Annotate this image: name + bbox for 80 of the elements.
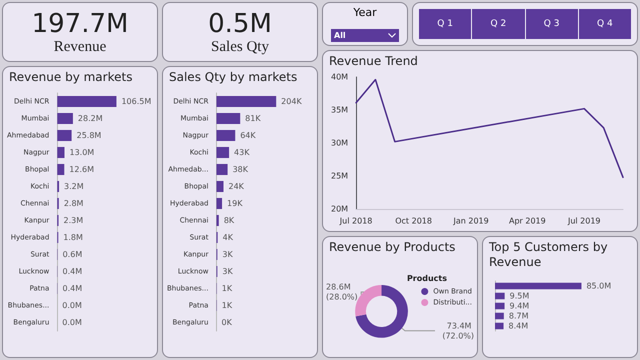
data-label: 85.0M (586, 282, 612, 290)
bar (57, 146, 64, 158)
chart-title: Sales Qty by markets (169, 70, 298, 85)
data-label: 38K (232, 165, 249, 174)
data-label: 73.4M (72.0%) (442, 321, 474, 340)
data-label: 24K (228, 182, 245, 191)
data-label: 81K (245, 114, 262, 123)
data-label: 0.0M (62, 318, 82, 327)
bar (495, 312, 504, 320)
data-label: 0.4M (62, 267, 82, 276)
bar (57, 96, 116, 108)
chart-title: Revenue by Products (329, 240, 456, 255)
data-label: 0.6M (62, 250, 82, 259)
data-label: 4K (222, 233, 234, 242)
bar (57, 112, 73, 124)
bar (495, 322, 504, 330)
x-tick-label: Jul 2019 (566, 216, 601, 226)
text: Q 1 (419, 9, 472, 39)
bar (216, 164, 228, 176)
data-label: 204K (281, 97, 302, 106)
y-tick-label: 30M (330, 138, 348, 148)
bar (495, 282, 582, 290)
data-label: 8.4M (508, 322, 528, 330)
legend-title: Products (406, 274, 447, 283)
bar (216, 198, 222, 210)
bar (495, 292, 505, 300)
text: 0.5M (207, 9, 273, 39)
text: Q 2 (472, 9, 524, 39)
data-label: 9.5M (510, 292, 530, 300)
data-label: 1K (222, 284, 233, 293)
line-series (355, 78, 624, 178)
bar (216, 180, 224, 192)
data-label: 3K (222, 250, 234, 259)
data-label: 0.4M (62, 284, 82, 293)
x-tick-label: Jul 2018 (338, 216, 372, 226)
bar (216, 130, 236, 142)
data-label: 8K (224, 216, 235, 225)
y-tick-label: 40M (330, 72, 348, 82)
text: Sales Qty (210, 39, 270, 56)
bar (216, 96, 276, 108)
text: 197.7M (30, 9, 130, 39)
data-label: 3.2M (64, 182, 84, 191)
bar (216, 214, 219, 226)
x-tick-label: Jan 2019 (452, 216, 489, 226)
data-label: 106.5M (121, 97, 152, 106)
data-label: 3K (222, 267, 234, 276)
data-label: 19K (227, 199, 244, 208)
data-label: 64K (240, 131, 256, 140)
data-label: 1.8M (63, 233, 83, 242)
chart-title: Revenue Trend (329, 54, 419, 69)
bar (216, 112, 240, 124)
y-tick-label: 35M (330, 106, 348, 114)
data-label: 0.0M (62, 301, 82, 310)
data-label: 8.7M (508, 312, 529, 320)
data-label: 2.8M (64, 199, 84, 208)
x-tick-label: Apr 2019 (508, 216, 546, 226)
data-label: 12.6M (69, 165, 94, 174)
y-tick-label: 25M (330, 172, 348, 180)
text: Q 3 (526, 9, 578, 39)
y-tick-label: 20M (330, 204, 348, 214)
x-tick-label: Oct 2018 (395, 216, 432, 226)
data-label: 28.6M (28.0%) (326, 282, 358, 302)
bar (216, 146, 230, 158)
text: Revenue (52, 39, 108, 56)
data-label: 2.3M (64, 216, 84, 225)
bar (57, 164, 64, 176)
text: All (331, 29, 399, 42)
bar (495, 302, 505, 310)
data-label: 28.2M (78, 114, 103, 123)
chart-title: Revenue by markets (9, 70, 134, 85)
text: Q 4 (578, 9, 631, 39)
bar (57, 130, 72, 142)
chart-title: Top 5 Customers by Revenue (489, 240, 609, 270)
data-label: 25.8M (76, 131, 102, 140)
text: Year (352, 6, 378, 19)
data-label: 9.4M (510, 302, 530, 310)
data-label: 0K (221, 318, 233, 327)
data-label: 1K (222, 301, 233, 310)
data-label: 43K (234, 148, 250, 157)
data-label: 13.0M (69, 148, 94, 157)
